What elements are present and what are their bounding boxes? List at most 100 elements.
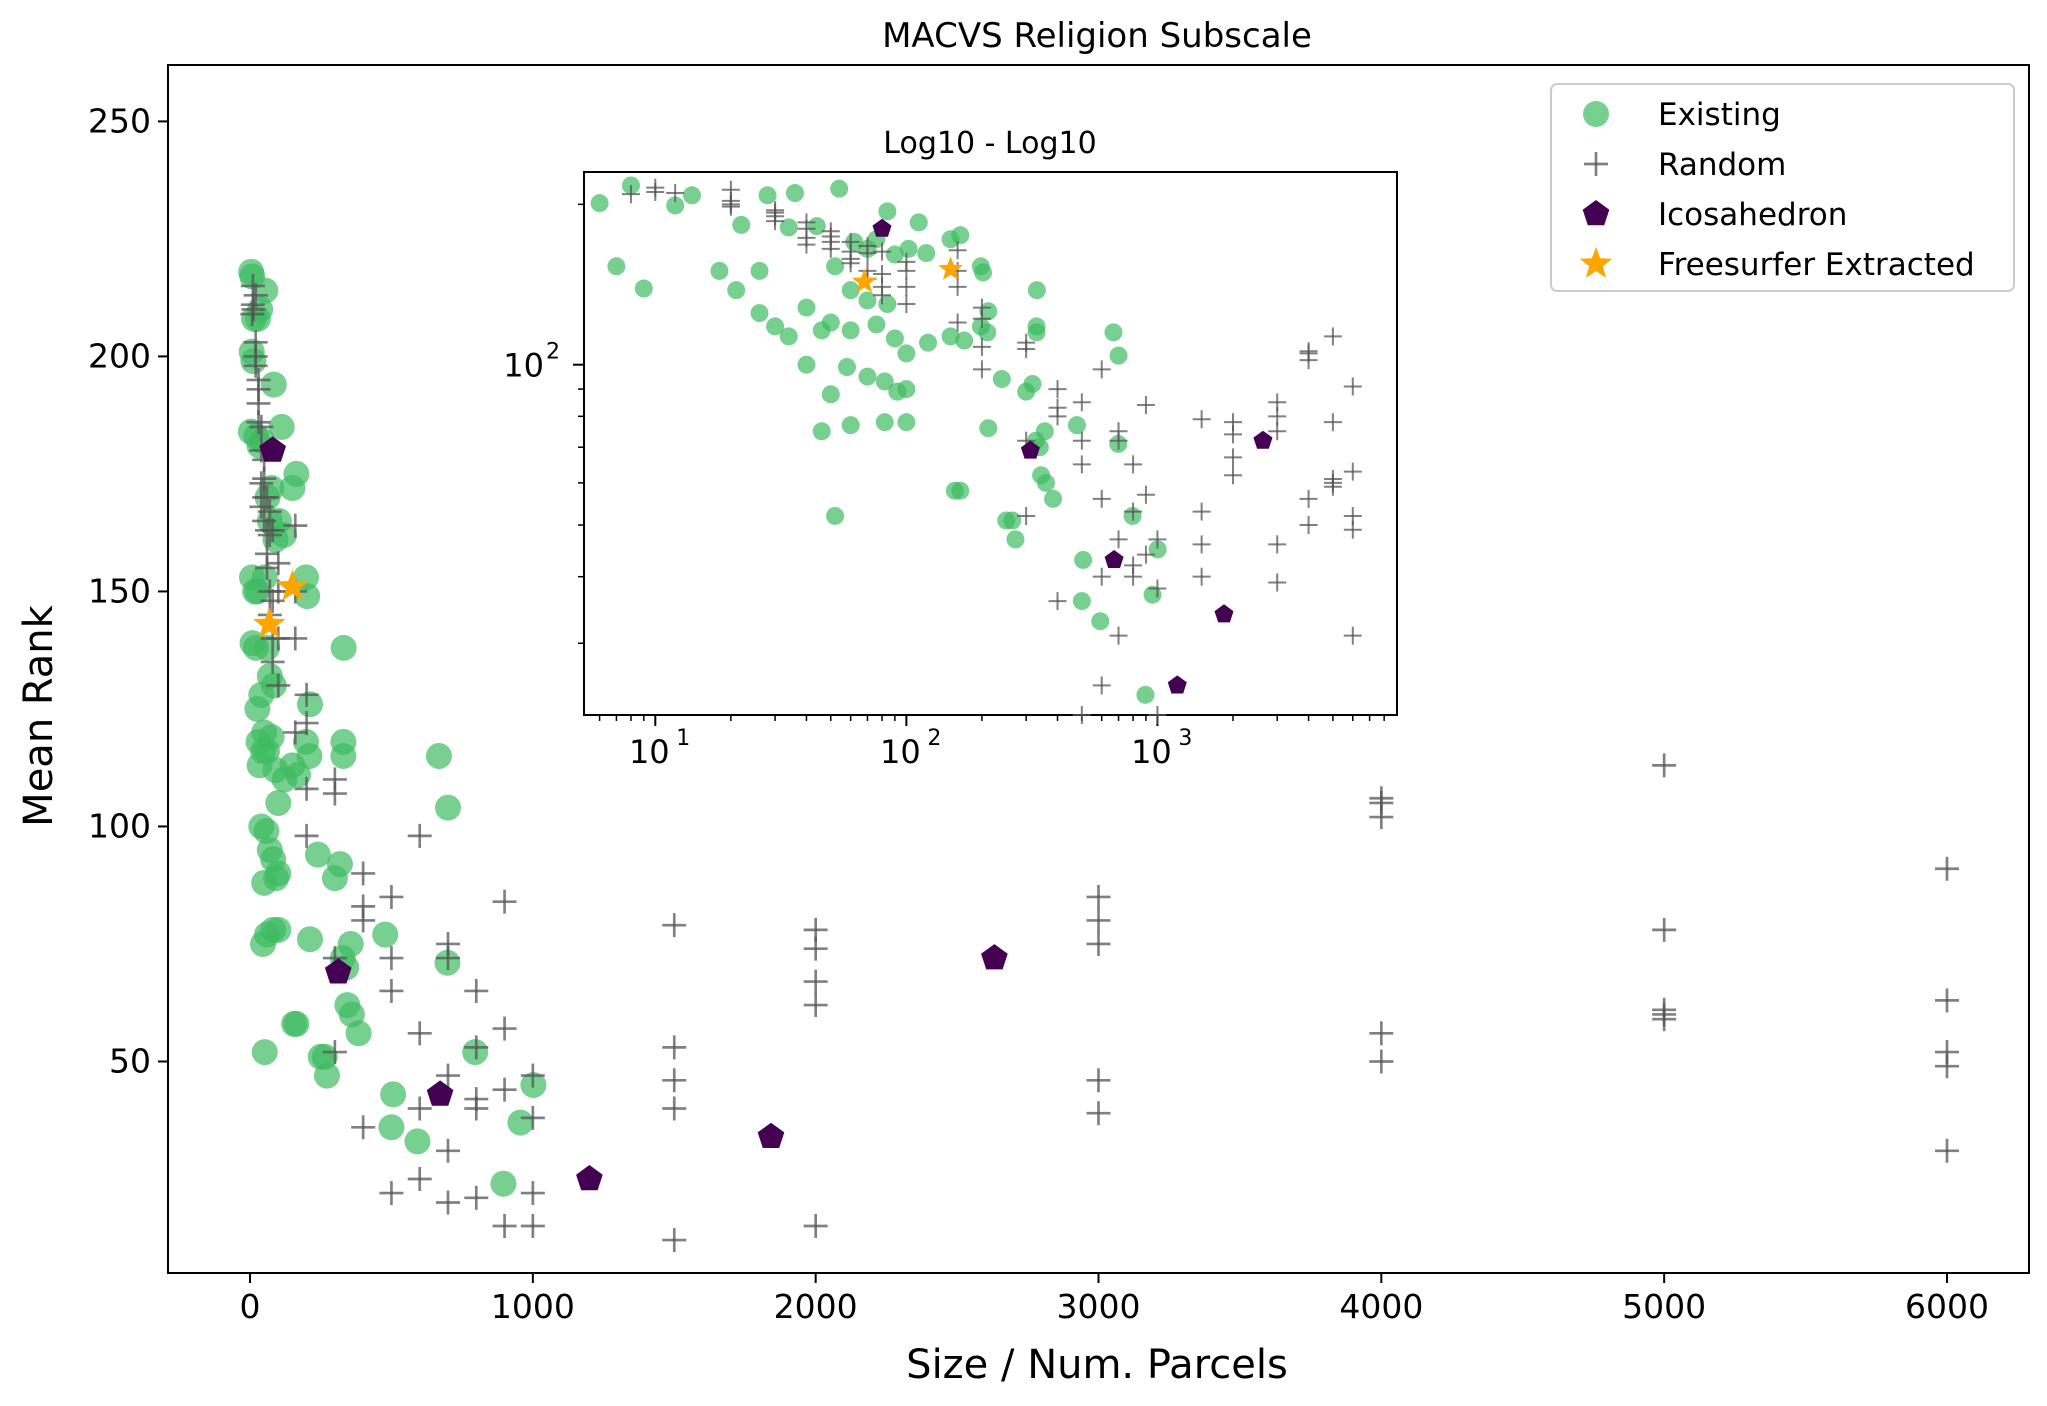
inset-data-point [899, 239, 918, 258]
inset-data-point [785, 184, 804, 203]
inset-data-point [812, 422, 831, 441]
data-point [426, 1080, 454, 1106]
inset-axes-frame [583, 171, 1398, 716]
data-point [283, 460, 310, 487]
data-point [243, 283, 268, 308]
inset-title: Log10 - Log10 [883, 126, 1096, 161]
inset-y-tick-label: 10 [503, 347, 544, 385]
inset-data-point [750, 261, 769, 280]
data-point [662, 1096, 687, 1121]
inset-data-point [830, 179, 849, 198]
inset-data-point [797, 298, 816, 317]
data-point [283, 720, 308, 745]
legend-label: Existing [1658, 97, 1781, 133]
inset-data-point [1268, 573, 1287, 592]
y-tick-label: 50 [109, 1041, 151, 1080]
data-point [490, 1170, 517, 1197]
inset-data-point [821, 239, 840, 258]
data-point [253, 607, 286, 639]
inset-data-point [897, 294, 916, 313]
inset-data-point [1192, 567, 1211, 586]
data-point [407, 1021, 432, 1046]
inset-data-point [1109, 626, 1128, 645]
data-point [981, 944, 1008, 970]
inset-data-point [666, 196, 685, 215]
inset-data-point [1299, 516, 1318, 535]
inset-data-point [979, 419, 998, 438]
data-point [435, 946, 460, 971]
inset-data-point [875, 413, 894, 432]
data-point [265, 789, 292, 816]
inset-data-point [974, 263, 993, 282]
data-point [378, 1114, 405, 1141]
inset-data-point [1214, 604, 1234, 623]
inset-data-point [992, 370, 1011, 389]
data-point [1086, 908, 1111, 933]
legend: Existing Random Icosahedron Freesurfer Extr… [1550, 83, 2015, 292]
inset-data-point [951, 226, 970, 245]
x-tick-label: 6000 [1905, 1287, 1989, 1326]
inset-data-point [1017, 382, 1036, 401]
inset-data-point [1343, 626, 1362, 645]
inset-data-point [1027, 281, 1046, 300]
inset-data-point [1323, 413, 1342, 432]
y-axis-title: Mean Rank [16, 604, 62, 826]
legend-marker [1583, 101, 1609, 127]
y-tick-label: 100 [88, 806, 151, 845]
inset-data-point [1136, 545, 1155, 564]
data-point [259, 436, 286, 462]
y-tick-label: 200 [88, 336, 151, 375]
data-point [1934, 1054, 1959, 1079]
inset-data-point [909, 213, 928, 232]
inset-data-point [1027, 323, 1046, 342]
data-point [260, 588, 285, 613]
x-tick-label: 0 [240, 1287, 261, 1326]
data-point [250, 930, 277, 957]
inset-data-point [1192, 410, 1211, 429]
inset-data-point [607, 257, 626, 276]
inset-data-point [1092, 489, 1111, 508]
inset-data-point [841, 254, 860, 273]
data-point [757, 1122, 785, 1148]
inset-data-point [727, 281, 746, 300]
data-point [240, 302, 265, 327]
inset-data-point [1092, 567, 1111, 586]
inset-data-point [1044, 489, 1063, 508]
data-point [313, 1062, 340, 1089]
inset-data-point [885, 329, 904, 348]
inset-data-point [1048, 380, 1067, 399]
data-point [266, 673, 291, 698]
y-tick-label: 250 [88, 101, 151, 140]
data-point [251, 1039, 278, 1066]
inset-x-tick-label: 10 [629, 733, 670, 771]
inset-data-point [851, 268, 877, 293]
legend-marker [1582, 200, 1610, 226]
inset-data-point [1104, 550, 1124, 568]
data-point [407, 1166, 432, 1191]
inset-data-point [797, 355, 816, 374]
inset-data-point [841, 321, 860, 340]
inset-data-point [972, 309, 991, 328]
inset-data-point [646, 182, 665, 201]
data-point [379, 884, 404, 909]
data-point [435, 1190, 460, 1215]
inset-data-point [682, 186, 701, 205]
inset-data-point [1136, 685, 1155, 704]
inset-series-freesurfer-extracted [851, 256, 963, 293]
data-point [240, 348, 267, 375]
inset-data-point [1092, 676, 1111, 695]
inset-x-tick-exponent: 3 [1178, 726, 1192, 751]
data-point [285, 761, 312, 788]
x-tick-label: 4000 [1339, 1287, 1423, 1326]
inset-data-point [1104, 323, 1123, 342]
series-icosahedron [259, 436, 1008, 1191]
inset-data-point [1035, 422, 1054, 441]
legend-marker [1579, 247, 1613, 278]
data-point [1652, 1007, 1677, 1032]
inset-x-tick-exponent: 1 [676, 726, 690, 751]
data-point [254, 555, 279, 580]
inset-data-point [1092, 360, 1111, 379]
inset-data-point [1299, 489, 1318, 508]
inset-data-point [1253, 430, 1273, 449]
